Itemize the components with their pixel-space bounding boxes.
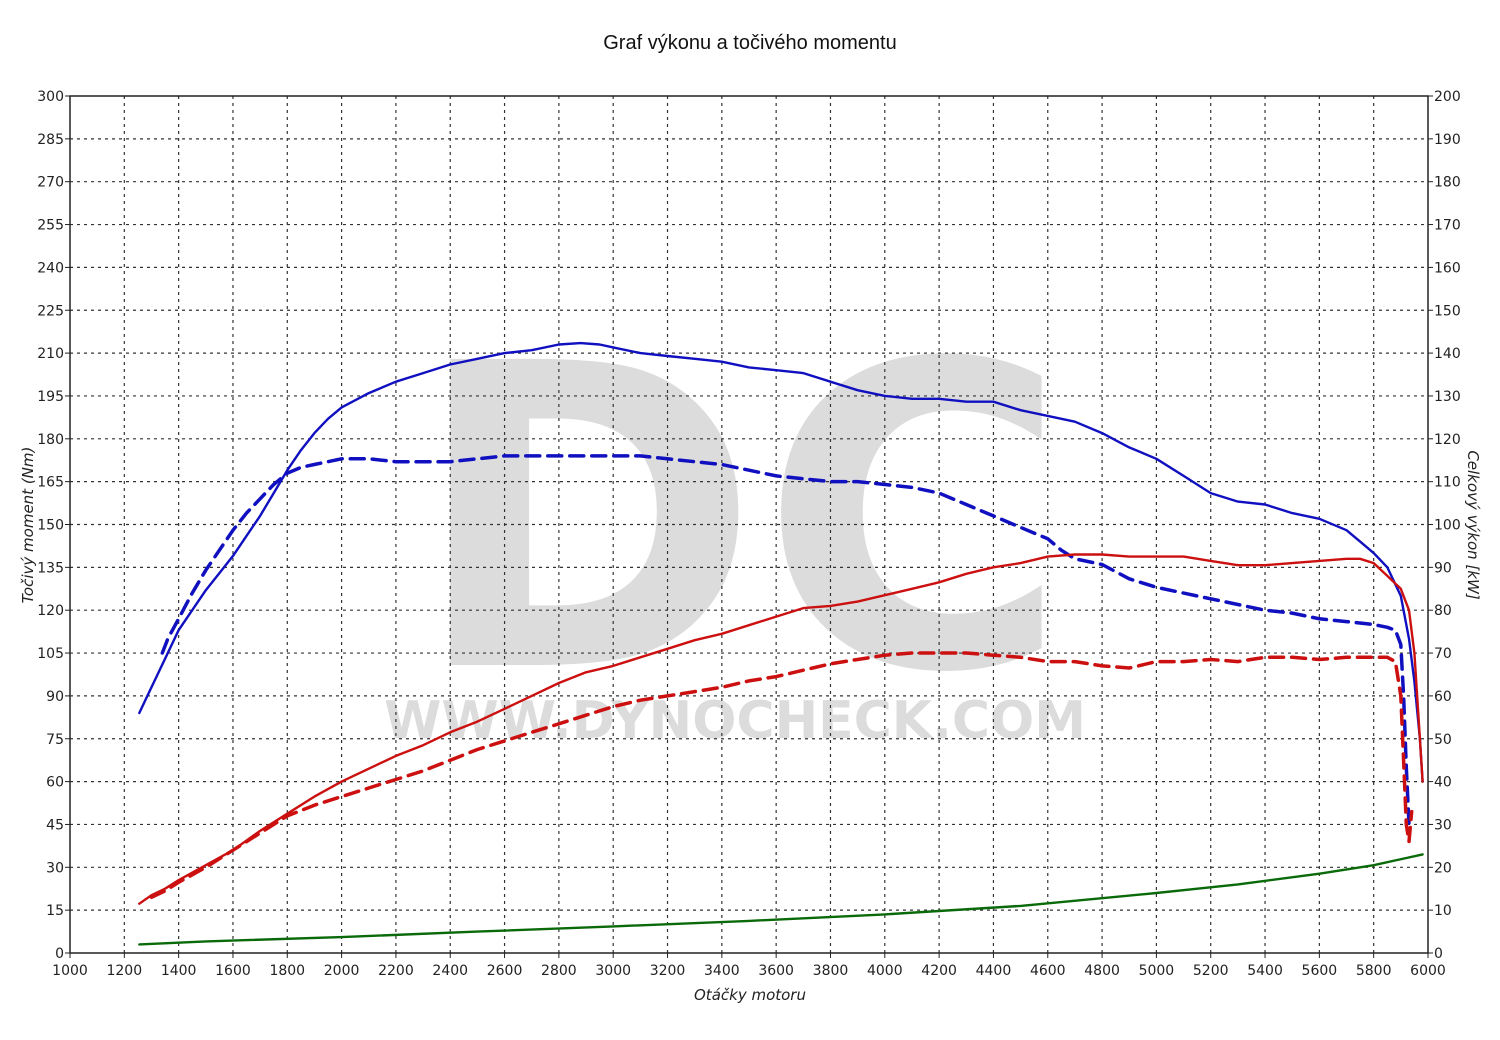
y-left-tick-label: 150: [37, 518, 64, 534]
x-tick-label: 5400: [1247, 963, 1283, 979]
y-right-tick-label: 70: [1434, 646, 1452, 662]
y-left-tick-label: 75: [46, 732, 64, 748]
chart-title: Graf výkonu a točivého momentu: [603, 32, 897, 54]
x-tick-label: 3400: [704, 963, 740, 979]
y-left-tick-label: 135: [37, 560, 64, 576]
x-tick-label: 3600: [758, 963, 794, 979]
y-right-tick-label: 180: [1434, 175, 1461, 191]
y-right-tick-label: 100: [1434, 518, 1461, 534]
x-tick-label: 2800: [541, 963, 577, 979]
power-curve-stock: [149, 651, 1414, 900]
y-left-tick-label: 240: [37, 260, 64, 276]
y-right-tick-label: 50: [1434, 732, 1452, 748]
x-tick-label: 2400: [432, 963, 468, 979]
y-right-tick-label: 110: [1434, 475, 1461, 491]
x-tick-label: 6000: [1410, 963, 1446, 979]
y-left-tick-label: 15: [46, 903, 64, 919]
y-left-tick-label: 225: [37, 303, 64, 319]
y-left-tick-label: 120: [37, 603, 64, 619]
power-curve-tuned: [138, 553, 1424, 905]
y-right-tick-label: 30: [1434, 817, 1452, 833]
watermark-url: WWW.DYNOCHECK.COM: [384, 691, 1086, 751]
y-right-tick-label: 40: [1434, 775, 1452, 791]
y-right-tick-label: 200: [1434, 89, 1461, 105]
y-left-tick-label: 105: [37, 646, 64, 662]
x-tick-label: 3800: [813, 963, 849, 979]
x-tick-label: 1200: [106, 963, 142, 979]
y-left-tick-label: 45: [46, 817, 64, 833]
x-tick-label: 4800: [1084, 963, 1120, 979]
axis-ticks: 1000 1200 1400 1600 1800 2000 2200 2400 2600 2800…: [37, 89, 1460, 979]
y-left-tick-label: 180: [37, 432, 64, 448]
x-tick-label: 4000: [867, 963, 903, 979]
y-axis-right-label: Celkový výkon [kW]: [1464, 450, 1482, 600]
x-tick-label: 5600: [1302, 963, 1338, 979]
x-tick-label: 4600: [1030, 963, 1066, 979]
y-right-tick-label: 190: [1434, 132, 1461, 148]
y-left-tick-label: 255: [37, 218, 64, 234]
y-left-tick-label: 285: [37, 132, 64, 148]
y-right-tick-label: 10: [1434, 903, 1452, 919]
x-tick-label: 1400: [161, 963, 197, 979]
x-tick-label: 1000: [52, 963, 88, 979]
x-tick-label: 5800: [1356, 963, 1392, 979]
y-right-tick-label: 60: [1434, 689, 1452, 705]
y-left-tick-label: 210: [37, 346, 64, 362]
y-axis-left-label: Točivý moment (Nm): [19, 447, 37, 604]
y-right-tick-label: 80: [1434, 603, 1452, 619]
series-group: [138, 341, 1424, 946]
x-tick-label: 2000: [324, 963, 360, 979]
y-left-tick-label: 0: [55, 946, 64, 962]
y-right-tick-label: 0: [1434, 946, 1443, 962]
y-left-tick-label: 165: [37, 475, 64, 491]
x-tick-label: 2200: [378, 963, 414, 979]
x-tick-label: 1800: [269, 963, 305, 979]
y-right-tick-label: 20: [1434, 860, 1452, 876]
chart-grid: [70, 96, 1428, 953]
x-tick-label: 3000: [595, 963, 631, 979]
y-left-tick-label: 60: [46, 775, 64, 791]
y-right-tick-label: 120: [1434, 432, 1461, 448]
y-right-tick-label: 140: [1434, 346, 1461, 362]
x-tick-label: 5000: [1139, 963, 1175, 979]
y-left-tick-label: 300: [37, 89, 64, 105]
x-tick-label: 2600: [487, 963, 523, 979]
y-right-tick-label: 130: [1434, 389, 1461, 405]
y-left-tick-label: 30: [46, 860, 64, 876]
x-tick-label: 4400: [976, 963, 1012, 979]
y-left-tick-label: 270: [37, 175, 64, 191]
y-right-tick-label: 90: [1434, 560, 1452, 576]
loss-curve-tuned: [138, 853, 1424, 946]
y-left-tick-label: 90: [46, 689, 64, 705]
torque-curve-stock: [160, 454, 1411, 827]
y-right-tick-label: 160: [1434, 260, 1461, 276]
x-axis-label: Otáčky motoru: [694, 986, 806, 1004]
x-tick-label: 4200: [921, 963, 957, 979]
y-left-tick-label: 195: [37, 389, 64, 405]
y-right-tick-label: 150: [1434, 303, 1461, 319]
x-tick-label: 3200: [650, 963, 686, 979]
x-tick-label: 1600: [215, 963, 251, 979]
x-tick-label: 5200: [1193, 963, 1229, 979]
torque-curve-tuned: [138, 341, 1424, 783]
y-right-tick-label: 170: [1434, 218, 1461, 234]
dynocheck-watermark: DC WWW.DYNOCHECK.COM: [384, 276, 1086, 765]
